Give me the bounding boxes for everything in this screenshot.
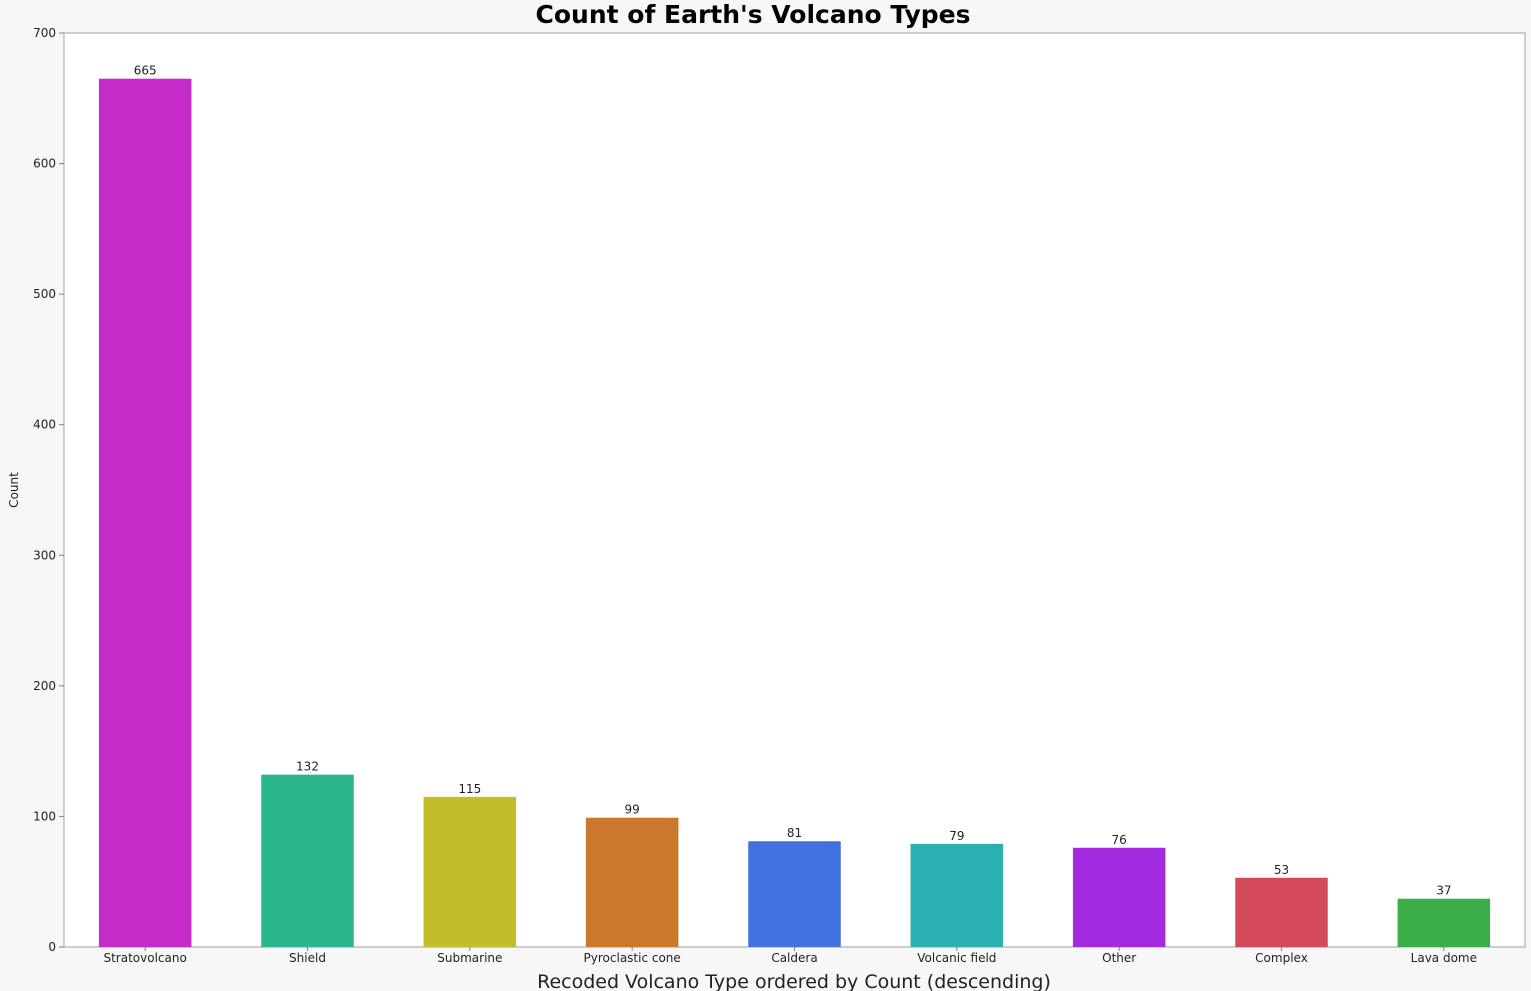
bar-value-label: 132	[296, 760, 319, 774]
y-tick-label: 400	[33, 418, 56, 432]
x-tick-label: Pyroclastic cone	[584, 951, 681, 965]
bar	[1235, 877, 1328, 947]
x-tick-label: Lava dome	[1411, 951, 1477, 965]
bar	[748, 841, 841, 947]
bar	[585, 817, 679, 947]
y-tick-label: 200	[33, 679, 56, 693]
x-tick-label: Volcanic field	[917, 951, 996, 965]
y-tick-label: 100	[33, 809, 56, 823]
bar-value-label: 79	[949, 829, 964, 843]
bar	[910, 843, 1004, 947]
x-tick-label: Caldera	[771, 951, 817, 965]
x-tick-label: Other	[1102, 951, 1136, 965]
bar-value-label: 665	[134, 64, 157, 78]
x-axis: Stratovolcano Shield Submarine Pyroclastic …	[103, 947, 1477, 965]
bar	[1072, 847, 1166, 947]
x-tick-label: Stratovolcano	[103, 951, 186, 965]
bar	[98, 78, 192, 947]
bar-value-label: 76	[1112, 833, 1127, 847]
y-tick-label: 600	[33, 157, 56, 171]
bar	[261, 774, 354, 947]
bar-value-label: 115	[458, 782, 481, 796]
x-tick-label: Complex	[1255, 951, 1308, 965]
bar	[423, 796, 517, 947]
y-axis: 0 100 200 300 400 500 600 700	[33, 26, 64, 954]
y-tick-label: 0	[48, 940, 56, 954]
x-axis-label: Recoded Volcano Type ordered by Count (d…	[537, 971, 1051, 991]
bar-value-label: 53	[1274, 863, 1289, 877]
bar-value-label: 37	[1436, 884, 1451, 898]
bar-value-label: 81	[787, 826, 802, 840]
x-tick-label: Submarine	[437, 951, 502, 965]
bars-group: 665 132 115 99 81 79 76 53 37	[98, 64, 1491, 947]
x-tick-label: Shield	[289, 951, 326, 965]
y-tick-label: 500	[33, 287, 56, 301]
bar-value-label: 99	[625, 803, 640, 817]
chart-title: Count of Earth's Volcano Types	[536, 0, 971, 29]
y-axis-label: Count	[7, 472, 21, 508]
bar	[1397, 898, 1491, 947]
y-tick-label: 300	[33, 548, 56, 562]
y-tick-label: 700	[33, 26, 56, 40]
